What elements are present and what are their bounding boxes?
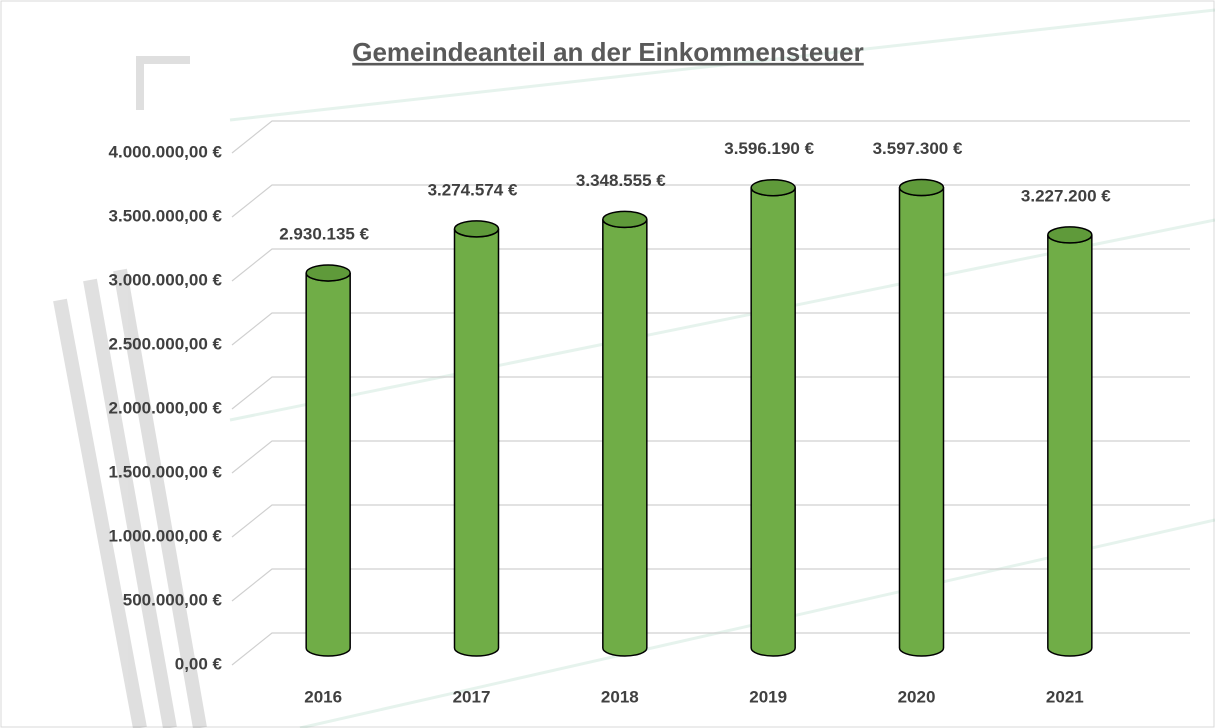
grid-line [231, 184, 1190, 218]
bar-top [305, 264, 351, 282]
x-tick-label: 2019 [749, 687, 787, 706]
x-tick-label: 2017 [453, 687, 491, 706]
grid-line [231, 440, 1190, 474]
grid-line [231, 376, 1190, 410]
y-tick-label: 0,00 € [175, 654, 223, 673]
bar [750, 187, 796, 657]
x-tick-label: 2018 [601, 687, 639, 706]
grid-line [231, 568, 1190, 602]
value-label: 3.596.190 € [724, 139, 814, 158]
y-tick-label: 1.000.000,00 € [109, 526, 223, 545]
bar-top [453, 220, 500, 238]
x-tick-label: 2021 [1046, 687, 1084, 706]
grid-line [231, 312, 1190, 346]
grid-line [231, 120, 1190, 154]
value-label: 3.274.574 € [428, 180, 518, 199]
y-tick-label: 3.500.000,00 € [109, 206, 223, 225]
bar [305, 272, 351, 657]
y-tick-label: 1.500.000,00 € [109, 462, 223, 481]
bar-top [602, 210, 648, 229]
bar-top [898, 178, 945, 197]
value-label: 3.348.555 € [576, 171, 666, 190]
grid-line [231, 248, 1190, 282]
x-tick-label: 2020 [898, 687, 936, 706]
value-label: 3.597.300 € [873, 139, 963, 158]
y-tick-label: 2.000.000,00 € [109, 398, 223, 417]
bar [453, 228, 500, 657]
bar [1047, 234, 1093, 657]
bar-top [1047, 226, 1093, 244]
grid-line [231, 632, 1190, 666]
chart-title: Gemeindeanteil an der Einkommensteuer [352, 37, 864, 67]
grid-line [231, 504, 1190, 538]
y-tick-label: 500.000,00 € [123, 590, 223, 609]
bar [898, 187, 945, 657]
y-tick-label: 2.500.000,00 € [109, 334, 223, 353]
bar [602, 219, 648, 657]
x-tick-label: 2016 [304, 687, 342, 706]
value-label: 2.930.135 € [279, 224, 369, 243]
y-tick-label: 4.000.000,00 € [109, 142, 223, 161]
bar-top [750, 178, 796, 197]
value-label: 3.227.200 € [1021, 186, 1111, 205]
y-tick-label: 3.000.000,00 € [109, 270, 223, 289]
